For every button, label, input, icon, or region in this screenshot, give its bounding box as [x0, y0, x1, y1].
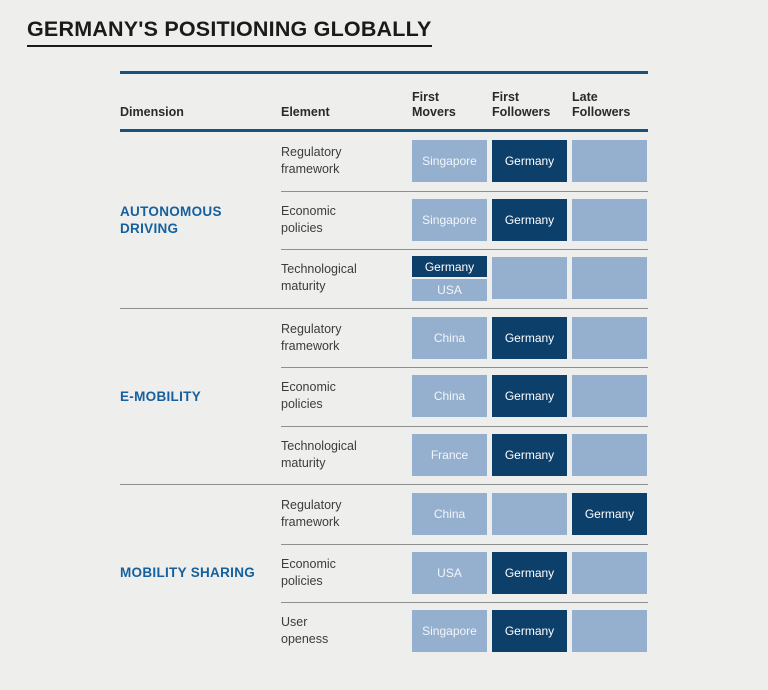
country-cell — [492, 493, 567, 536]
element-label: Economic policies — [281, 556, 336, 588]
positioning-table: Dimension Element First Movers First Fol… — [120, 71, 648, 661]
table-row: Economic policies China Germany — [281, 367, 648, 426]
country-cell: China — [412, 316, 487, 359]
column-header-first-movers: First Movers — [412, 90, 456, 119]
table-row: Regulatory framework China Germany — [281, 485, 648, 544]
country-cell: Singapore — [412, 198, 487, 241]
element-label: User openess — [281, 615, 329, 647]
section-e-mobility: E-MOBILITY Regulatory framework China Ge… — [120, 307, 648, 485]
header-rule — [120, 129, 648, 132]
element-label: Regulatory framework — [281, 498, 342, 530]
table-header: Dimension Element First Movers First Fol… — [120, 74, 648, 129]
table-row: Economic policies USA Germany — [281, 543, 648, 603]
country-cell — [572, 433, 647, 476]
country-cell — [572, 551, 647, 594]
table-row: Regulatory framework Singapore Germany — [281, 132, 648, 191]
column-header-late-followers: Late Followers — [572, 90, 631, 119]
top-rule — [120, 71, 648, 74]
country-cell: Singapore — [412, 610, 487, 653]
element-label: Regulatory framework — [281, 321, 342, 353]
table-row: Technological maturity France Germany — [281, 425, 648, 485]
dimension-label: E-MOBILITY — [120, 388, 201, 404]
element-label: Economic policies — [281, 203, 336, 235]
country-cell: Germany — [492, 610, 567, 653]
element-label: Regulatory framework — [281, 145, 342, 177]
table-row: Technological maturity Germany USA — [281, 249, 648, 308]
country-cell — [572, 610, 647, 653]
table-row: User openess Singapore Germany — [281, 602, 648, 661]
section-autonomous-driving: AUTONOMOUS DRIVING Regulatory framework … — [120, 132, 648, 308]
element-label: Technological maturity — [281, 438, 357, 470]
country-cell: Germany — [492, 433, 567, 476]
country-cell: Germany — [492, 140, 567, 183]
section-rows: Regulatory framework China Germany Econo… — [281, 485, 648, 661]
country-cell — [572, 257, 647, 300]
table-row: Economic policies Singapore Germany — [281, 190, 648, 250]
table-row: Regulatory framework China Germany — [281, 309, 648, 368]
dimension-label: AUTONOMOUS DRIVING — [120, 203, 222, 236]
country-cell: Germany — [492, 198, 567, 241]
column-header-dimension: Dimension — [120, 105, 184, 119]
section-rows: Regulatory framework Singapore Germany E… — [281, 132, 648, 308]
country-cell: Germany — [492, 316, 567, 359]
country-cell: France — [412, 433, 487, 476]
country-cell: Singapore — [412, 140, 487, 183]
column-header-element: Element — [281, 105, 330, 119]
column-header-first-followers: First Followers — [492, 90, 551, 119]
country-cell — [492, 257, 567, 300]
country-cell: Germany — [492, 375, 567, 418]
country-cell — [572, 198, 647, 241]
element-label: Technological maturity — [281, 262, 357, 294]
country-cell: USA — [412, 551, 487, 594]
country-cell: China — [412, 493, 487, 536]
section-mobility-sharing: MOBILITY SHARING Regulatory framework Ch… — [120, 484, 648, 661]
page-title: GERMANY'S POSITIONING GLOBALLY — [27, 17, 432, 47]
dimension-label: MOBILITY SHARING — [120, 565, 256, 581]
country-cell-split-bottom: USA — [412, 279, 487, 301]
element-label: Economic policies — [281, 380, 336, 412]
section-rows: Regulatory framework China Germany Econo… — [281, 309, 648, 485]
country-cell — [572, 140, 647, 183]
country-cell-split: Germany USA — [412, 255, 487, 301]
country-cell — [572, 375, 647, 418]
country-cell-split-top: Germany — [412, 255, 487, 278]
country-cell: Germany — [492, 551, 567, 594]
country-cell: China — [412, 375, 487, 418]
country-cell: Germany — [572, 493, 647, 536]
country-cell — [572, 316, 647, 359]
